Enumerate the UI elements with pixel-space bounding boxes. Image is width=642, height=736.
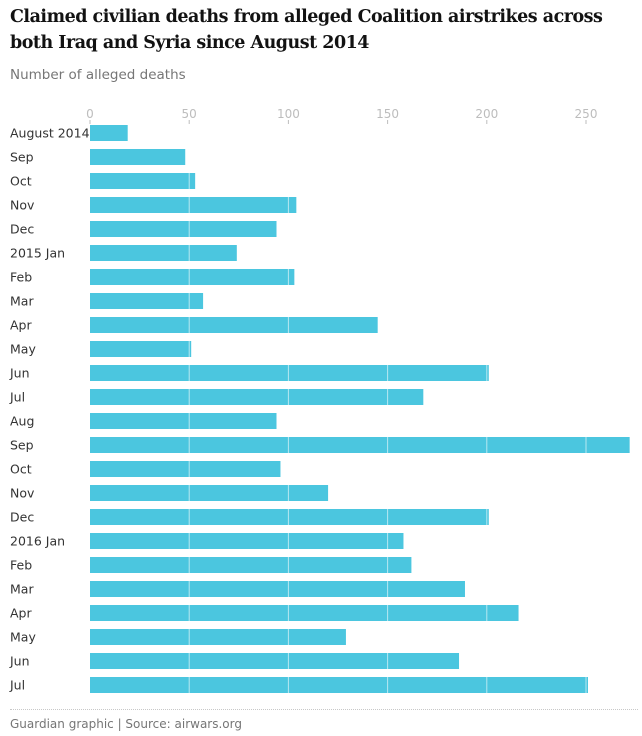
bar <box>90 653 460 669</box>
chart-title: Claimed civilian deaths from alleged Coa… <box>10 7 603 53</box>
bar <box>90 173 196 189</box>
bar <box>90 437 630 453</box>
category-labels: August 2014 Sep Oct Nov Dec 2015 Jan Feb Mar Apr… <box>9 126 90 693</box>
category-label: August 2014 <box>10 126 90 141</box>
category-label: Mar <box>10 294 34 309</box>
bar <box>90 677 588 693</box>
category-label: Aug <box>10 414 34 429</box>
bar <box>90 629 346 645</box>
category-label: Dec <box>10 510 34 525</box>
bar <box>90 317 378 333</box>
x-tick-label: 0 <box>86 107 94 121</box>
bar <box>90 413 277 429</box>
bar <box>90 221 277 237</box>
bars <box>90 125 630 693</box>
category-label: Apr <box>10 606 32 621</box>
category-label: Jun <box>9 654 30 669</box>
bar <box>90 581 465 597</box>
category-label: Nov <box>10 198 35 213</box>
category-label: Mar <box>10 582 34 597</box>
category-label: 2016 Jan <box>10 534 65 549</box>
bar <box>90 365 489 381</box>
bar <box>90 245 237 261</box>
bar-chart: 0 50 100 150 200 250 August 2014 Sep Oct Nov Dec 2… <box>9 107 630 693</box>
bar <box>90 149 186 165</box>
category-label: Sep <box>10 150 34 165</box>
bar <box>90 509 489 525</box>
category-label: Apr <box>10 318 32 333</box>
category-label: Jun <box>9 366 30 381</box>
category-label: Feb <box>10 270 32 285</box>
category-label: Sep <box>10 438 34 453</box>
x-tick-label: 250 <box>575 107 598 121</box>
bar <box>90 533 404 549</box>
chart-subtitle: Number of alleged deaths <box>10 67 186 83</box>
bar <box>90 485 329 501</box>
x-tick-label: 150 <box>376 107 399 121</box>
footer-divider <box>10 709 638 710</box>
bar <box>90 461 281 477</box>
category-label: Feb <box>10 558 32 573</box>
category-label: May <box>10 342 36 357</box>
bar <box>90 269 295 285</box>
x-axis: 0 50 100 150 200 250 <box>86 107 597 124</box>
category-label: Oct <box>10 174 32 189</box>
category-label: Dec <box>10 222 34 237</box>
bar <box>90 605 519 621</box>
bar <box>90 557 412 573</box>
x-tick-label: 200 <box>475 107 498 121</box>
x-tick-label: 50 <box>182 107 197 121</box>
category-label: 2015 Jan <box>10 246 65 261</box>
bar <box>90 389 424 405</box>
bar <box>90 341 192 357</box>
gridlines <box>188 173 587 693</box>
x-tick-label: 100 <box>277 107 300 121</box>
bar <box>90 125 128 141</box>
category-label: May <box>10 630 36 645</box>
category-label: Jul <box>9 678 25 693</box>
category-label: Oct <box>10 462 32 477</box>
category-label: Nov <box>10 486 35 501</box>
category-label: Jul <box>9 390 25 405</box>
bar <box>90 197 297 213</box>
source-credit: Guardian graphic | Source: airwars.org <box>10 717 242 731</box>
bar <box>90 293 204 309</box>
